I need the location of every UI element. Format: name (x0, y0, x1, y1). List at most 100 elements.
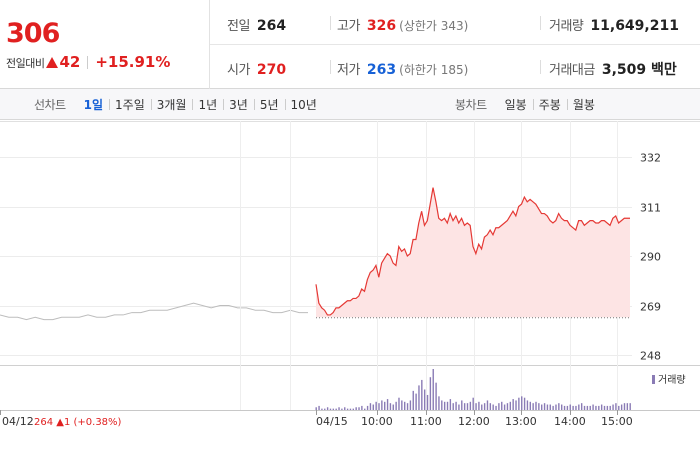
stat-open: 시가 270 (227, 59, 286, 78)
x-tick-label: 11:00 (410, 415, 442, 428)
period-1week[interactable]: 1주일 (109, 96, 151, 113)
volume-bar (443, 401, 446, 410)
volume-bar (364, 408, 366, 410)
volume-bar (412, 390, 414, 410)
volume-bar (438, 396, 440, 410)
period-1day[interactable]: 1일 (83, 98, 104, 112)
volume-bar (409, 400, 412, 410)
volume-bar (406, 403, 409, 410)
volume-bar (423, 389, 426, 410)
volume-bar (515, 400, 517, 410)
volume-bar (472, 397, 474, 410)
period-10year[interactable]: 10년 (284, 96, 323, 113)
volume-bar (506, 403, 509, 410)
volume-bar (558, 403, 560, 410)
price-summary: 306 전일대비 42 +15.91% (0, 0, 210, 89)
volume-bar (618, 405, 620, 410)
volume-legend-label: 거래량 (658, 374, 686, 386)
volume-bar (532, 403, 534, 410)
price-area (316, 187, 630, 318)
stat-high: 고가 326 (상한가 343) (337, 15, 468, 34)
price-line (315, 187, 630, 316)
volume-bar (378, 403, 380, 410)
x-tick-label: 10:00 (361, 415, 393, 428)
volume-bar (341, 408, 343, 410)
volume-bars (315, 369, 631, 410)
candle-chart-periods: 봉차트 일봉 주봉 월봉 (455, 89, 601, 120)
candle-chart-title: 봉차트 (455, 98, 487, 112)
volume-bar (326, 407, 329, 410)
x-tick-label: 04/15 (316, 415, 348, 428)
period-5year[interactable]: 5년 (253, 96, 285, 113)
volume-bar (381, 400, 383, 410)
volume-bar (572, 405, 574, 410)
candle-monthly[interactable]: 월봉 (566, 96, 601, 113)
volume-bar (489, 403, 492, 410)
x-tick-label: 15:00 (601, 415, 633, 428)
period-3month[interactable]: 3개월 (150, 96, 193, 113)
volume-bar (358, 407, 360, 410)
volume-bar (372, 404, 374, 410)
volume-bar (418, 385, 420, 410)
volume-bar (481, 404, 483, 410)
stat-label: 고가 (337, 19, 360, 34)
period-3year[interactable]: 3년 (223, 96, 254, 113)
volume-bar (521, 396, 523, 410)
volume-bar (569, 404, 571, 410)
volume-bar (552, 405, 554, 410)
volume-bar (566, 405, 569, 410)
up-triangle-icon (46, 57, 59, 68)
volume-bar (421, 379, 423, 410)
volume-bar (321, 408, 323, 410)
volume-bar (324, 408, 326, 410)
line-chart-title: 선차트 (34, 98, 66, 112)
volume-bar (332, 408, 335, 410)
volume-bar (463, 403, 466, 410)
x-tick-label: 13:00 (505, 415, 537, 428)
stat-label: 시가 (227, 63, 250, 78)
stat-low: 저가 263 (하한가 185) (337, 59, 468, 78)
price-chart-svg: 332 311 290 269 248 거래량 04/15 10:00 11:00 12:00 13… (0, 121, 700, 428)
volume-bar (392, 404, 394, 410)
volume-bar (415, 393, 417, 410)
divider (540, 16, 541, 30)
volume-bar (523, 397, 526, 410)
candle-daily[interactable]: 일봉 (504, 98, 527, 112)
volume-bar (538, 403, 540, 410)
prev-day-date-label: 04/12 (2, 415, 34, 428)
volume-bar (395, 401, 397, 410)
volume-bar (603, 405, 606, 410)
volume-bar (563, 405, 566, 410)
stat-label: 거래대금 (549, 63, 595, 78)
candle-weekly[interactable]: 주봉 (532, 96, 567, 113)
volume-bar (432, 369, 434, 410)
price-chart[interactable]: 332 311 290 269 248 거래량 04/15 10:00 11:00 12:00 13… (0, 121, 700, 450)
volume-bar (541, 404, 543, 410)
volume-bar (335, 408, 337, 410)
volume-bar (401, 400, 403, 410)
volume-bar (483, 403, 486, 410)
volume-bar (486, 400, 489, 410)
volume-bar (509, 401, 512, 410)
prev-day-line (0, 302, 308, 321)
volume-bar (355, 407, 357, 410)
divider (540, 60, 541, 74)
volume-bar (546, 404, 549, 410)
stat-upper-limit: (상한가 343) (399, 19, 469, 33)
row-divider (210, 44, 700, 45)
volume-bar (609, 405, 611, 410)
change-row: 전일대비 42 +15.91% (6, 53, 170, 71)
change-label: 전일대비 (6, 57, 45, 70)
volume-legend-swatch (652, 375, 655, 384)
prev-day-summary: 264 ▲1 (+0.38%) (34, 417, 122, 428)
volume-bar (498, 403, 500, 410)
volume-bar (606, 405, 609, 410)
volume-bar (426, 394, 429, 410)
period-1year[interactable]: 1년 (192, 96, 223, 113)
volume-bar (543, 403, 546, 410)
volume-bar (466, 403, 469, 410)
volume-bar (386, 399, 389, 410)
volume-bar (580, 403, 583, 410)
volume-bar (446, 401, 449, 410)
volume-bar (398, 397, 400, 410)
